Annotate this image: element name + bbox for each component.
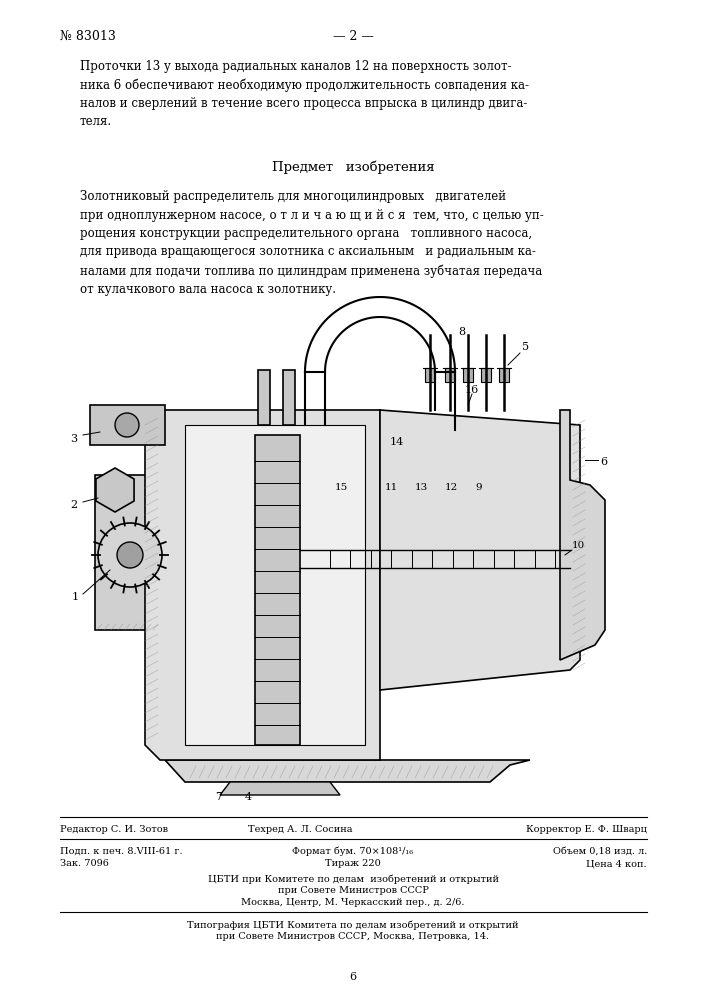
Text: Типография ЦБТИ Комитета по делам изобретений и открытий: Типография ЦБТИ Комитета по делам изобре…: [187, 920, 519, 930]
Bar: [283, 370, 295, 425]
Text: Цена 4 коп.: Цена 4 коп.: [586, 859, 647, 868]
Bar: [445, 368, 455, 382]
Bar: [90, 405, 165, 445]
Polygon shape: [380, 410, 580, 690]
Bar: [499, 368, 509, 382]
Text: Предмет   изобретения: Предмет изобретения: [271, 160, 434, 174]
Bar: [463, 368, 473, 382]
Text: 10: 10: [572, 541, 585, 550]
Text: 7: 7: [215, 792, 222, 802]
Text: — 2 —: — 2 —: [332, 30, 373, 43]
Text: Техред А. Л. Сосина: Техред А. Л. Сосина: [247, 825, 352, 834]
Polygon shape: [165, 760, 530, 782]
Text: Зак. 7096: Зак. 7096: [60, 859, 109, 868]
Text: 14: 14: [390, 437, 404, 447]
Text: 4: 4: [245, 792, 252, 802]
Polygon shape: [220, 782, 340, 795]
Text: при Совете Министров СССР: при Совете Министров СССР: [278, 886, 428, 895]
Text: 9: 9: [475, 483, 481, 492]
Text: Формат бум. 70×108¹/₁₆: Формат бум. 70×108¹/₁₆: [293, 847, 414, 856]
Text: 5: 5: [522, 342, 529, 352]
Text: 16: 16: [465, 385, 479, 395]
Bar: [258, 370, 270, 425]
Text: 15: 15: [335, 483, 349, 492]
Text: Подп. к печ. 8.VIII-61 г.: Подп. к печ. 8.VIII-61 г.: [60, 847, 182, 856]
Polygon shape: [560, 410, 605, 660]
Text: ЦБТИ при Комитете по делам  изобретений и открытий: ЦБТИ при Комитете по делам изобретений и…: [207, 874, 498, 884]
Text: Москва, Центр, М. Черкасский пер., д. 2/6.: Москва, Центр, М. Черкасский пер., д. 2/…: [241, 898, 464, 907]
Text: 6: 6: [349, 972, 356, 982]
Text: при Совете Министров СССР, Москва, Петровка, 14.: при Совете Министров СССР, Москва, Петро…: [216, 932, 489, 941]
Circle shape: [98, 523, 162, 587]
Polygon shape: [185, 425, 365, 745]
Text: 1: 1: [72, 592, 79, 602]
Bar: [255, 435, 300, 745]
Text: 3: 3: [70, 434, 77, 444]
Text: 11: 11: [385, 483, 398, 492]
Text: 2: 2: [70, 500, 77, 510]
Polygon shape: [145, 410, 380, 760]
Text: Проточки 13 у выхода радиальных каналов 12 на поверхность золот-
ника 6 обеспечи: Проточки 13 у выхода радиальных каналов …: [80, 60, 529, 128]
Text: Редактор С. И. Зотов: Редактор С. И. Зотов: [60, 825, 168, 834]
Text: 12: 12: [445, 483, 458, 492]
Bar: [481, 368, 491, 382]
Circle shape: [117, 542, 143, 568]
Text: 8: 8: [458, 327, 465, 337]
Text: 13: 13: [415, 483, 428, 492]
Text: Тираж 220: Тираж 220: [325, 859, 381, 868]
Text: 6: 6: [600, 457, 607, 467]
Circle shape: [115, 413, 139, 437]
Text: Золотниковый распределитель для многоцилиндровых   двигателей
при одноплунжерном: Золотниковый распределитель для многоцил…: [80, 190, 544, 296]
Text: № 83013: № 83013: [60, 30, 116, 43]
Text: Корректор Е. Ф. Шварц: Корректор Е. Ф. Шварц: [526, 825, 647, 834]
Text: Объем 0,18 изд. л.: Объем 0,18 изд. л.: [553, 847, 647, 856]
Bar: [425, 368, 435, 382]
Polygon shape: [95, 475, 175, 630]
